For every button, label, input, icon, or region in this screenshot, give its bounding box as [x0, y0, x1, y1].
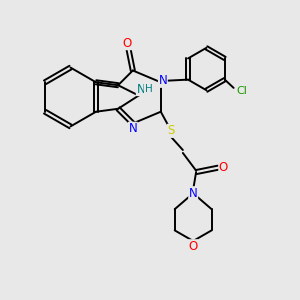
Text: O: O	[122, 37, 131, 50]
Text: H: H	[145, 84, 152, 94]
Text: Cl: Cl	[236, 86, 247, 96]
Text: S: S	[167, 124, 175, 137]
Text: N: N	[128, 122, 137, 135]
Text: O: O	[219, 161, 228, 174]
Text: N: N	[189, 187, 197, 200]
Text: N: N	[158, 74, 167, 87]
Text: O: O	[188, 240, 198, 253]
Text: N: N	[136, 82, 145, 95]
